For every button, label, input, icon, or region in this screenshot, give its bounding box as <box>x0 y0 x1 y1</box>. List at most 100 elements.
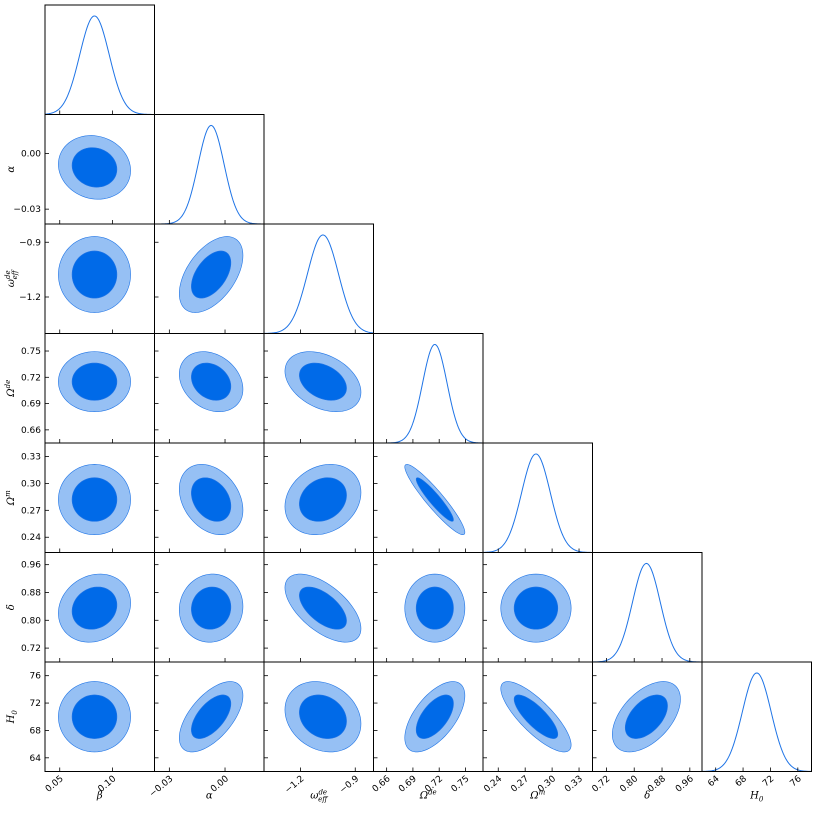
x-tick-label: 0.66 <box>371 774 393 795</box>
contour-68 <box>71 147 118 188</box>
label-sup: de <box>428 789 437 797</box>
marginal-curve <box>702 672 812 772</box>
cell <box>500 681 572 753</box>
contour-68 <box>71 362 118 401</box>
cell <box>612 681 681 753</box>
marginal-curve <box>264 234 374 334</box>
marginal-curve <box>154 124 264 224</box>
x-tick-label: 72 <box>761 774 776 789</box>
x-tick-label: 0.27 <box>509 774 531 795</box>
y-tick-label: 0.00 <box>21 149 41 159</box>
y-tick-label: 0.69 <box>21 400 41 410</box>
y-tick-label: 0.88 <box>21 588 41 598</box>
y-tick-label: 72 <box>30 699 41 709</box>
y-tick-label: 68 <box>30 726 42 736</box>
x-tick-label: 0.69 <box>397 774 419 795</box>
cell <box>284 464 362 536</box>
y-tick-label: −0.03 <box>13 205 41 215</box>
cell <box>178 464 244 536</box>
marginal-curve <box>45 15 155 115</box>
axis-label: α <box>206 791 213 802</box>
contour-68 <box>191 586 232 630</box>
contour-68 <box>415 694 454 739</box>
x-tick-label: −0.03 <box>148 774 176 799</box>
cell <box>702 672 812 772</box>
y-tick-label: −1.2 <box>19 293 41 303</box>
label-base: H <box>6 714 17 724</box>
x-tick-label: 0.33 <box>563 774 585 795</box>
cell <box>404 681 466 753</box>
cell-frame <box>592 552 703 663</box>
x-tick-label: 0.72 <box>591 774 613 795</box>
label-sup: m <box>4 490 12 497</box>
cell <box>373 343 483 443</box>
cell-frame <box>482 442 593 553</box>
label-sub: 0 <box>11 710 19 715</box>
contour-68 <box>415 477 454 522</box>
x-tick-label: 0.80 <box>618 774 640 795</box>
cell-frame <box>263 223 374 334</box>
label-sup: de <box>318 789 327 797</box>
label-sub: 0 <box>759 796 764 804</box>
y-tick-label: 0.66 <box>21 426 41 436</box>
cell <box>178 681 244 753</box>
contour-68 <box>299 362 347 401</box>
cell <box>500 573 572 643</box>
contour-68 <box>191 694 232 739</box>
contour-68 <box>299 477 347 522</box>
y-tick-label: −0.9 <box>19 238 41 248</box>
cell-frame <box>154 114 265 225</box>
cell <box>154 124 264 224</box>
cell <box>58 464 131 536</box>
label-base: α <box>206 791 213 802</box>
cell <box>58 135 131 200</box>
y-tick-label: 0.30 <box>21 479 41 489</box>
label-base: Ω <box>529 791 538 802</box>
y-tick-label: 0.33 <box>21 452 41 462</box>
label-base: ω <box>6 279 17 287</box>
contour-68 <box>513 586 559 630</box>
cell <box>284 351 362 413</box>
cell <box>58 351 131 413</box>
y-tick-label: 0.24 <box>21 533 41 543</box>
cell-frame <box>373 333 484 444</box>
axis-label: Ωde <box>4 380 17 398</box>
x-tick-label: 0.75 <box>450 774 472 795</box>
label-base: H <box>749 791 759 802</box>
label-base: Ω <box>419 791 428 802</box>
contour-68 <box>299 586 347 630</box>
contour-68 <box>71 694 118 739</box>
axis-label: Ωde <box>419 789 437 802</box>
x-tick-label: −1.2 <box>283 774 306 796</box>
y-tick-label: 0.72 <box>21 373 41 383</box>
contour-68 <box>71 586 118 630</box>
cell <box>284 681 362 753</box>
contour-68 <box>415 586 454 630</box>
cell <box>58 573 131 643</box>
contour-68 <box>71 477 118 522</box>
axis-label: δ <box>6 604 17 610</box>
cell <box>178 351 244 413</box>
contour-68 <box>71 250 118 299</box>
y-tick-label: 0.96 <box>21 561 41 571</box>
x-tick-label: −0.9 <box>338 774 361 796</box>
label-sub: eff <box>318 796 328 804</box>
cell <box>58 681 131 753</box>
cell <box>404 573 466 643</box>
label-sub: eff <box>11 269 19 279</box>
contour-68 <box>299 694 347 739</box>
x-tick-label: 0.05 <box>44 774 66 795</box>
y-tick-label: 0.75 <box>21 347 41 357</box>
cell <box>284 573 362 643</box>
contour-68 <box>513 694 559 739</box>
label-base: β <box>96 791 103 802</box>
axis-label: α <box>6 166 17 173</box>
axis-label: Ωm <box>529 789 545 802</box>
x-tick-label: 0.96 <box>674 774 696 795</box>
axis-label: δ <box>644 791 650 802</box>
y-tick-label: 0.27 <box>21 506 41 516</box>
label-base: δ <box>644 791 650 802</box>
y-tick-label: 64 <box>30 754 42 764</box>
label-sup: m <box>539 789 546 797</box>
